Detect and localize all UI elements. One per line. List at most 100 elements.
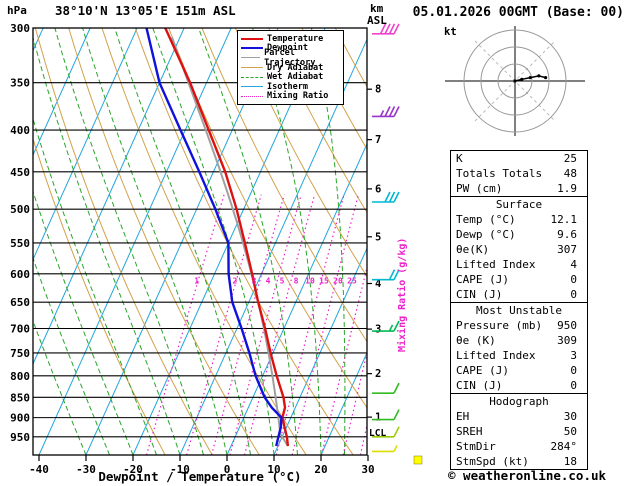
axis-tick-label: -30 (76, 463, 96, 476)
axis-tick-label: 4 (266, 276, 271, 285)
table-section-title: Most Unstable (475, 304, 563, 317)
table-row: EH 30 (451, 409, 587, 424)
axis-tick-label: 550 (10, 237, 30, 250)
axis-tick-label: 2 (375, 368, 381, 380)
legend-label: Dewpoint (267, 43, 308, 54)
table-row-value: 0 (570, 379, 577, 392)
axis-tick-label: 850 (10, 391, 30, 404)
table-row-label: CIN (J) (456, 288, 503, 301)
axis-tick-label: 8 (294, 276, 299, 285)
table-row: StmDir 284° (451, 439, 587, 454)
hodograph-ring (480, 46, 550, 116)
table-row-label: EH (456, 410, 470, 423)
table-row-label: Temp (°C) (456, 213, 516, 226)
hodograph-ring (497, 63, 533, 99)
table-row-label: Lifted Index (456, 349, 536, 362)
axis-tick-label: 6 (375, 183, 381, 195)
legend-line-sample (241, 57, 261, 59)
table-row-value: 284° (550, 440, 578, 453)
axis-tick-label: 10 (305, 276, 315, 285)
axis-tick-label: 450 (10, 166, 30, 179)
legend-line-sample (241, 95, 263, 97)
axis-tick-label: 20 (314, 463, 327, 476)
legend-label: Parcel Trajectory (264, 47, 316, 68)
wind-barb (372, 106, 400, 118)
wind-barb (372, 409, 400, 421)
table-row-label: θe(K) (456, 243, 490, 256)
table-row: CAPE (J) 0 (451, 363, 587, 378)
axis-tick-label: 0 (224, 463, 231, 476)
datetime-title: 05.01.2026 00GMT (Base: 00) (412, 5, 624, 20)
table-row-value: 48 (563, 167, 577, 180)
legend-line-sample (241, 37, 263, 40)
axis-tick-label: 900 (10, 412, 30, 425)
table-row: K 25 (451, 151, 587, 166)
table-section: Most Unstable Pressure (mb) 950 θe (K) 309 Li… (451, 302, 587, 393)
axis-tick-label: 300 (10, 22, 30, 35)
table-row: θe(K) 307 (451, 242, 587, 257)
table-row-value: 1.9 (557, 182, 577, 195)
altitude-unit-km-label: km (370, 2, 384, 15)
axis-tick-label: 400 (10, 124, 30, 137)
axis-tick-label: 500 (10, 203, 30, 216)
table-row-value: 309 (557, 334, 577, 347)
legend-item: Dewpoint (241, 43, 340, 54)
table-section: Surface Temp (°C) 12.1 Dewp (°C) 9.6 θe(K) 307… (451, 196, 587, 302)
table-row-value: 3 (570, 349, 577, 362)
hodograph (445, 26, 585, 136)
legend-label: Dry Adiabat (267, 62, 324, 73)
wind-barb (372, 23, 400, 35)
wind-barb (372, 445, 398, 453)
table-row-value: 0 (570, 288, 577, 301)
footer-credit: © weatheronline.co.uk (448, 468, 607, 483)
surface-marker (413, 455, 423, 465)
table-row: Pressure (mb) 950 (451, 318, 587, 333)
axis-tick-label: 8 (375, 84, 381, 96)
table-row-label: CAPE (J) (456, 364, 509, 377)
legend-line-sample (241, 67, 263, 69)
axis-tick-label: 20 (333, 276, 343, 285)
table-row: Totals Totals 48 (451, 166, 587, 181)
axis-tick-label: 1 (194, 276, 199, 285)
legend-line-sample (241, 86, 263, 88)
legend-line-sample (241, 76, 263, 78)
table-row-label: StmDir (456, 440, 496, 453)
legend-label: Isotherm (267, 81, 308, 92)
axis-tick-label: 2 (232, 276, 237, 285)
wind-barb (372, 269, 400, 281)
axis-tick-label: 800 (10, 370, 30, 383)
table-section: Hodograph EH 30 SREH 50 StmDir 284° StmSpd (kt)… (451, 393, 587, 469)
table-row-value: 50 (563, 425, 577, 438)
axis-tick-label: 1 (375, 412, 381, 424)
table-row-label: SREH (456, 425, 483, 438)
table-row-label: Lifted Index (456, 258, 536, 271)
axis-tick-label: 15 (319, 276, 329, 285)
plot-border (32, 27, 368, 456)
legend-item: Dry Adiabat (241, 63, 340, 73)
table-row-value: 18 (563, 455, 577, 468)
table-row-value: 9.6 (557, 228, 577, 241)
pressure-unit-label: hPa (7, 4, 27, 17)
table-row-label: PW (cm) (456, 182, 503, 195)
axis-tick-label: 650 (10, 296, 30, 309)
legend-item: Wet Adiabat (241, 72, 340, 82)
legend-item: Temperature (241, 34, 340, 44)
table-row: CIN (J) 0 (451, 287, 587, 302)
axis-tick-label: 5 (280, 276, 285, 285)
legend-label: Temperature (267, 33, 324, 44)
chart-legend: Temperature Dewpoint Parcel Trajectory Dry … (237, 30, 344, 106)
wind-barb (372, 320, 400, 332)
lcl-label: LCL (369, 428, 387, 439)
axis-tick-label: 600 (10, 268, 30, 281)
table-section: K 25 Totals Totals 48 PW (cm) 1.9 (451, 151, 587, 196)
axis-tick-label: -20 (123, 463, 143, 476)
axis-tick-label: 3 (375, 324, 381, 336)
hodograph-unit-label: kt (444, 26, 457, 38)
indices-table: K 25 Totals Totals 48 PW (cm) 1.9 Surface Temp … (450, 150, 588, 470)
table-row: CAPE (J) 0 (451, 272, 587, 287)
legend-item: Isotherm (241, 82, 340, 92)
axis-tick-label: 750 (10, 347, 30, 360)
wind-barb (372, 426, 400, 438)
table-row: Temp (°C) 12.1 (451, 212, 587, 227)
